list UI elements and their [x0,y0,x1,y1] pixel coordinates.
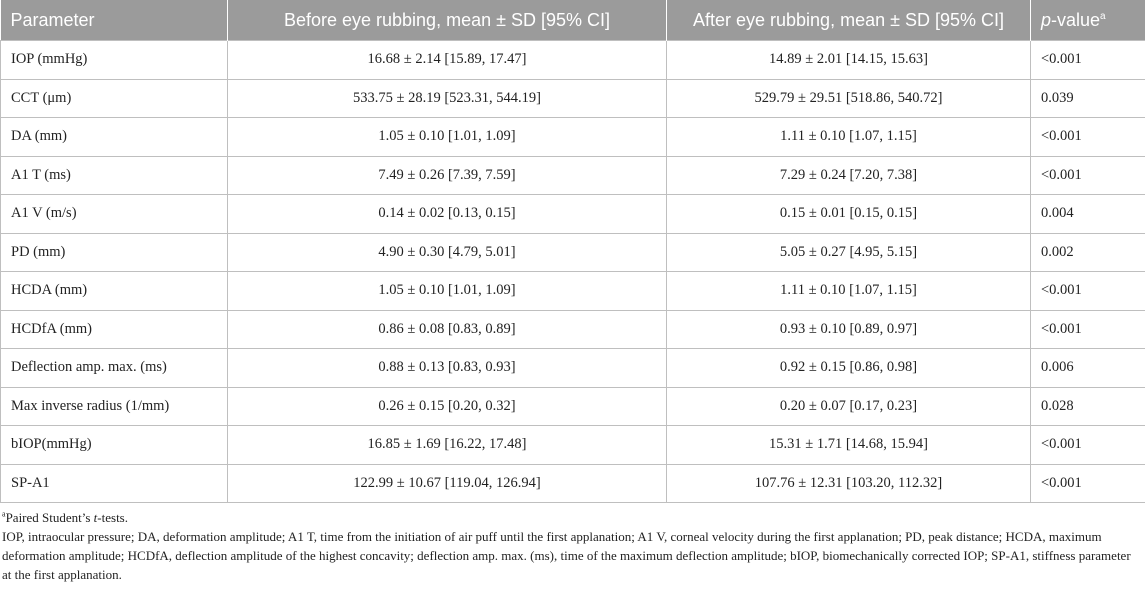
footnote-a-prefix: Paired Student’s [5,510,94,525]
cell-parameter: bIOP(mmHg) [0,425,228,465]
results-table: Parameter Before eye rubbing, mean ± SD … [0,0,1145,503]
cell-pvalue: 0.004 [1030,194,1145,234]
cell-parameter: HCDfA (mm) [0,309,228,349]
cell-pvalue: 0.006 [1030,348,1145,388]
header-pvalue: p-valuea [1030,0,1145,41]
footnote-a-italic: t [93,510,98,525]
cell-before: 0.86 ± 0.08 [0.83, 0.89] [227,309,667,349]
cell-after: 7.29 ± 0.24 [7.20, 7.38] [666,155,1031,195]
cell-parameter: A1 T (ms) [0,155,228,195]
cell-after: 15.31 ± 1.71 [14.68, 15.94] [666,425,1031,465]
cell-parameter: A1 V (m/s) [0,194,228,234]
table-row: IOP (mmHg) 16.68 ± 2.14 [15.89, 17.47] 14.… [0,40,1145,80]
cell-pvalue: 0.028 [1030,386,1145,426]
header-pvalue-italic: p [1041,9,1052,30]
table-row: HCDA (mm) 1.05 ± 0.10 [1.01, 1.09] 1.11 ± … [0,271,1145,311]
table-header: Parameter Before eye rubbing, mean ± SD … [0,0,1145,41]
cell-after: 0.93 ± 0.10 [0.89, 0.97] [666,309,1031,349]
cell-parameter: DA (mm) [0,117,228,157]
cell-parameter: Max inverse radius (1/mm) [0,386,228,426]
cell-before: 122.99 ± 10.67 [119.04, 126.94] [227,463,667,503]
cell-after: 107.76 ± 12.31 [103.20, 112.32] [666,463,1031,503]
footnote-a-sup: a [2,509,6,519]
table-row: DA (mm) 1.05 ± 0.10 [1.01, 1.09] 1.11 ± 0.… [0,117,1145,157]
cell-pvalue: <0.001 [1030,40,1145,80]
header-pvalue-rest: -value [1051,9,1101,30]
cell-after: 1.11 ± 0.10 [1.07, 1.15] [666,271,1031,311]
table-row: A1 V (m/s) 0.14 ± 0.02 [0.13, 0.15] 0.15 ±… [0,194,1145,234]
table-row: CCT (μm) 533.75 ± 28.19 [523.31, 544.19] 5… [0,78,1145,118]
footnotes: aPaired Student’s t-tests. IOP, intraocu… [0,503,1145,584]
table-row: PD (mm) 4.90 ± 0.30 [4.79, 5.01] 5.05 ± 0.… [0,232,1145,272]
table-body: IOP (mmHg) 16.68 ± 2.14 [15.89, 17.47] 14.… [0,40,1145,503]
cell-after: 529.79 ± 29.51 [518.86, 540.72] [666,78,1031,118]
cell-parameter: PD (mm) [0,232,228,272]
cell-after: 14.89 ± 2.01 [14.15, 15.63] [666,40,1031,80]
cell-after: 5.05 ± 0.27 [4.95, 5.15] [666,232,1031,272]
cell-parameter: SP-A1 [0,463,228,503]
footnote-a-suffix: -tests. [97,510,128,525]
cell-pvalue: <0.001 [1030,117,1145,157]
cell-after: 0.20 ± 0.07 [0.17, 0.23] [666,386,1031,426]
table-row: HCDfA (mm) 0.86 ± 0.08 [0.83, 0.89] 0.93 ±… [0,309,1145,349]
cell-parameter: CCT (μm) [0,78,228,118]
cell-parameter: HCDA (mm) [0,271,228,311]
cell-before: 1.05 ± 0.10 [1.01, 1.09] [227,271,667,311]
cell-pvalue: <0.001 [1030,155,1145,195]
cell-before: 16.68 ± 2.14 [15.89, 17.47] [227,40,667,80]
table-row: SP-A1 122.99 ± 10.67 [119.04, 126.94] 107.… [0,463,1145,503]
cell-before: 0.88 ± 0.13 [0.83, 0.93] [227,348,667,388]
header-before: Before eye rubbing, mean ± SD [95% CI] [227,0,667,41]
table-row: Max inverse radius (1/mm) 0.26 ± 0.15 [0.… [0,386,1145,426]
cell-pvalue: <0.001 [1030,425,1145,465]
cell-before: 0.26 ± 0.15 [0.20, 0.32] [227,386,667,426]
cell-before: 533.75 ± 28.19 [523.31, 544.19] [227,78,667,118]
cell-pvalue: 0.039 [1030,78,1145,118]
cell-before: 1.05 ± 0.10 [1.01, 1.09] [227,117,667,157]
header-pvalue-sup: a [1100,10,1106,22]
footnote-a: aPaired Student’s t-tests. [2,508,1143,527]
cell-pvalue: <0.001 [1030,271,1145,311]
cell-after: 0.92 ± 0.15 [0.86, 0.98] [666,348,1031,388]
table-row: A1 T (ms) 7.49 ± 0.26 [7.39, 7.59] 7.29 ± … [0,155,1145,195]
cell-pvalue: <0.001 [1030,463,1145,503]
table-row: Deflection amp. max. (ms) 0.88 ± 0.13 [0.… [0,348,1145,388]
cell-before: 0.14 ± 0.02 [0.13, 0.15] [227,194,667,234]
cell-after: 1.11 ± 0.10 [1.07, 1.15] [666,117,1031,157]
cell-pvalue: <0.001 [1030,309,1145,349]
cell-before: 4.90 ± 0.30 [4.79, 5.01] [227,232,667,272]
header-parameter: Parameter [0,0,228,41]
header-after: After eye rubbing, mean ± SD [95% CI] [666,0,1031,41]
cell-after: 0.15 ± 0.01 [0.15, 0.15] [666,194,1031,234]
header-row: Parameter Before eye rubbing, mean ± SD … [0,0,1145,41]
cell-parameter: Deflection amp. max. (ms) [0,348,228,388]
footnote-abbreviations: IOP, intraocular pressure; DA, deformati… [2,529,1131,582]
cell-before: 16.85 ± 1.69 [16.22, 17.48] [227,425,667,465]
table-row: bIOP(mmHg) 16.85 ± 1.69 [16.22, 17.48] 15.… [0,425,1145,465]
cell-before: 7.49 ± 0.26 [7.39, 7.59] [227,155,667,195]
cell-pvalue: 0.002 [1030,232,1145,272]
cell-parameter: IOP (mmHg) [0,40,228,80]
